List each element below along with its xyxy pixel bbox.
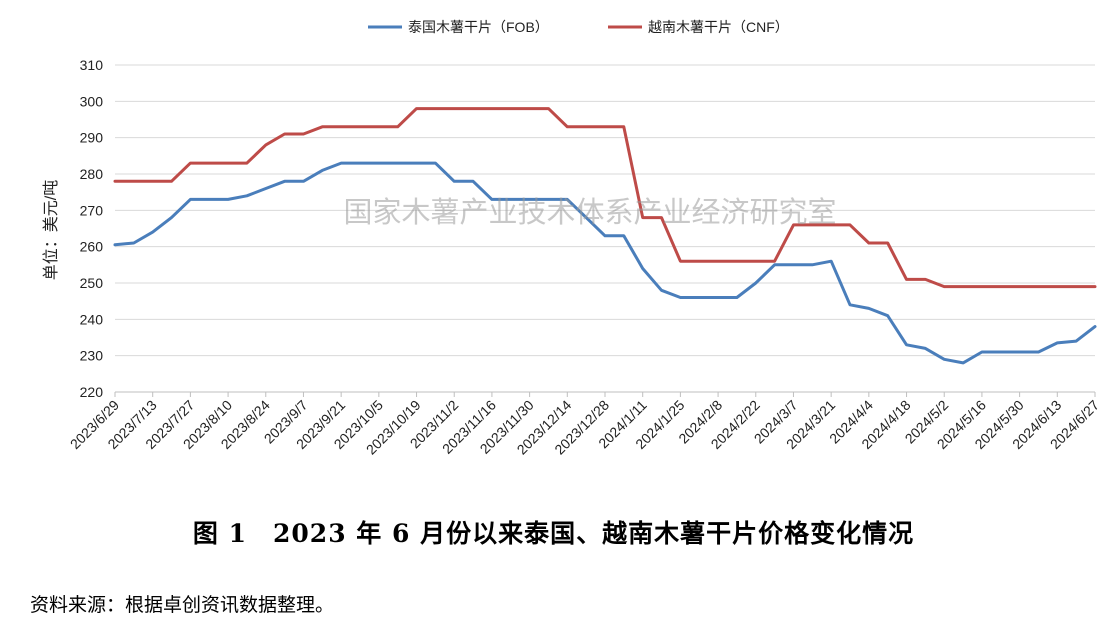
legend: 泰国木薯干片（FOB） 越南木薯干片（CNF）: [368, 19, 789, 35]
y-axis-label: 单位：美元/吨: [42, 180, 60, 280]
figure-caption: 图 1 2023 年 6 月份以来泰国、越南木薯干片价格变化情况: [192, 519, 915, 548]
series-line-vietnam: [113, 107, 1097, 289]
legend-label: 越南木薯干片（CNF）: [648, 19, 789, 35]
line-chart: 220 230 240 250 260 270 280 290 300 310 2023/6/29…: [42, 19, 1103, 458]
y-tick-label: 310: [80, 57, 104, 73]
x-tick-labels: 2023/6/292023/7/132023/7/272023/8/102023…: [67, 397, 1103, 458]
y-tick-label: 230: [80, 348, 104, 364]
data-source-note: 资料来源：根据卓创资讯数据整理。: [30, 594, 335, 616]
y-tick-label: 240: [80, 311, 104, 327]
grid-lines: [114, 64, 1096, 397]
y-tick-label: 300: [80, 93, 104, 109]
y-tick-labels: 220 230 240 250 260 270 280 290 300 310: [80, 57, 104, 400]
watermark: 国家木薯产业技术体系产业经济研究室: [343, 196, 836, 229]
y-tick-label: 260: [80, 239, 104, 255]
y-tick-label: 250: [80, 275, 104, 291]
y-tick-label: 270: [80, 202, 104, 218]
series-lines: [113, 107, 1097, 365]
y-tick-label: 280: [80, 166, 104, 182]
y-tick-label: 220: [80, 384, 104, 400]
legend-label: 泰国木薯干片（FOB）: [408, 19, 549, 35]
series-line-thailand: [113, 161, 1097, 365]
y-tick-label: 290: [80, 130, 104, 146]
